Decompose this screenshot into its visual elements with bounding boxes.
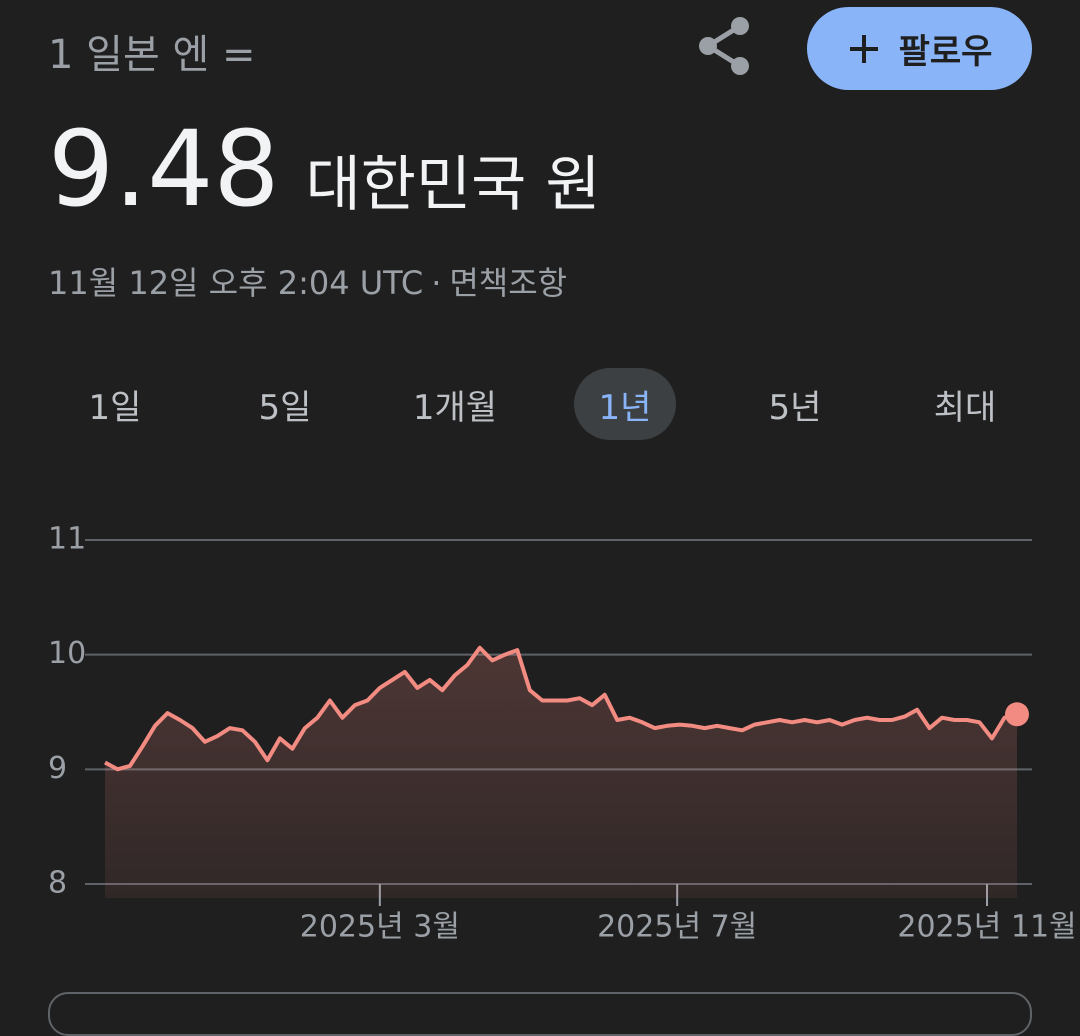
y-tick-label: 8 (48, 866, 67, 901)
range-tab[interactable]: 1일 (88, 387, 142, 428)
range-tab[interactable]: 1개월 (412, 387, 498, 428)
rate: 9.48 대한민국 원 (48, 108, 601, 230)
share-button[interactable] (694, 16, 754, 78)
x-tick-label: 2025년 3월 (300, 910, 460, 945)
range-tab[interactable]: 5일 (258, 387, 312, 428)
disclaimer-link[interactable]: 면책조항 (449, 264, 568, 302)
follow-label: 팔로우 (898, 32, 993, 72)
plus-icon (849, 34, 878, 63)
range-tab[interactable]: 5년 (768, 387, 822, 428)
range-tab[interactable]: 1년 (574, 368, 676, 440)
x-tick-label: 2025년 7월 (597, 910, 757, 945)
page: {"header": {"pre": "1 일본 엔 =", "value": … (30, 7, 1077, 1036)
conversion-prefix: 1 일본 엔 = (48, 32, 256, 78)
line (104, 645, 1018, 772)
rate-value: 9.48 (48, 108, 280, 230)
y-tick-label: 9 (48, 751, 67, 786)
currency: 대한민국 원 (305, 150, 601, 220)
range-tabs: 1일 5일 1개월 1년 5년 최대 (30, 368, 1050, 440)
separator: · (431, 264, 442, 302)
timestamp: 11월 12일 오후 2:04 UTC (48, 264, 424, 302)
x-tick-label: 2025년 11월 (897, 910, 1076, 945)
y-tick-label: 10 (48, 636, 86, 671)
range-tab[interactable]: 최대 (933, 387, 997, 428)
last-point (1005, 702, 1029, 727)
panel-outline (48, 992, 1032, 1036)
follow-button[interactable]: 팔로우 (807, 7, 1032, 90)
chart: 8 9 10 11 2025년 3월 2025년 7월 2025년 11월 (48, 522, 1077, 945)
area (105, 647, 1017, 898)
timestamp-row: 11월 12일 오후 2:04 UTC · 면책조항 (48, 258, 575, 304)
y-tick-label: 11 (48, 522, 86, 557)
